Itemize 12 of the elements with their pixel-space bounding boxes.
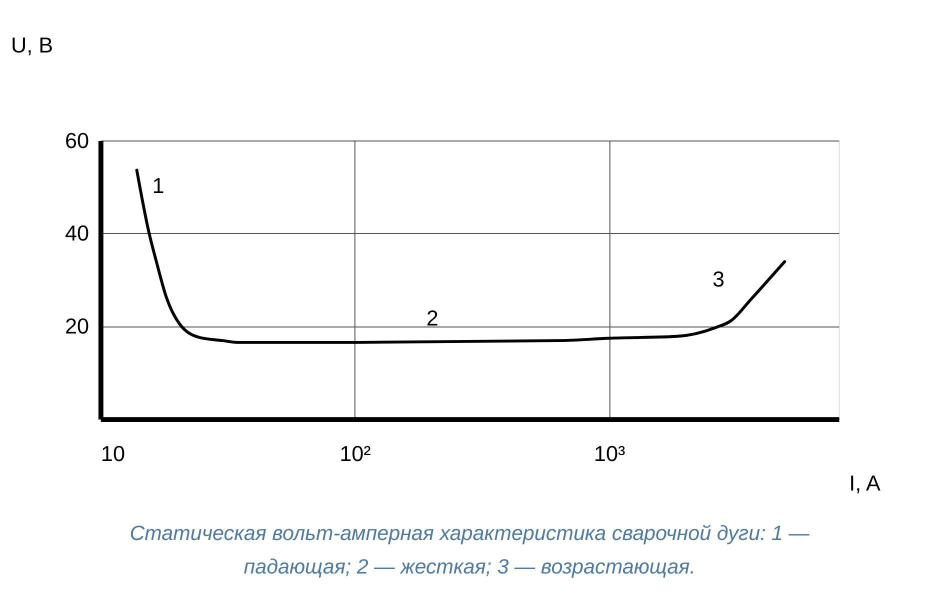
- y-tick-label: 60: [65, 128, 90, 153]
- x-tick-label: 10²: [340, 440, 371, 466]
- annotation: 3: [712, 266, 725, 292]
- text: Статическая вольт-амперная характеристика сварочной дуги: 1 — падающая; 2 — жесткая; 3 — возрастающая.: [130, 522, 810, 579]
- y-tick-label: 20: [65, 314, 90, 339]
- annotation: 1: [152, 173, 164, 198]
- annotation: 2: [426, 305, 438, 330]
- y-tick-label: 40: [65, 220, 90, 246]
- x-tick-label: 10: [100, 440, 125, 466]
- x-axis-title: I, A: [849, 470, 881, 496]
- x-tick-label: 10³: [594, 440, 626, 466]
- y-axis-title: U, B: [10, 32, 54, 58]
